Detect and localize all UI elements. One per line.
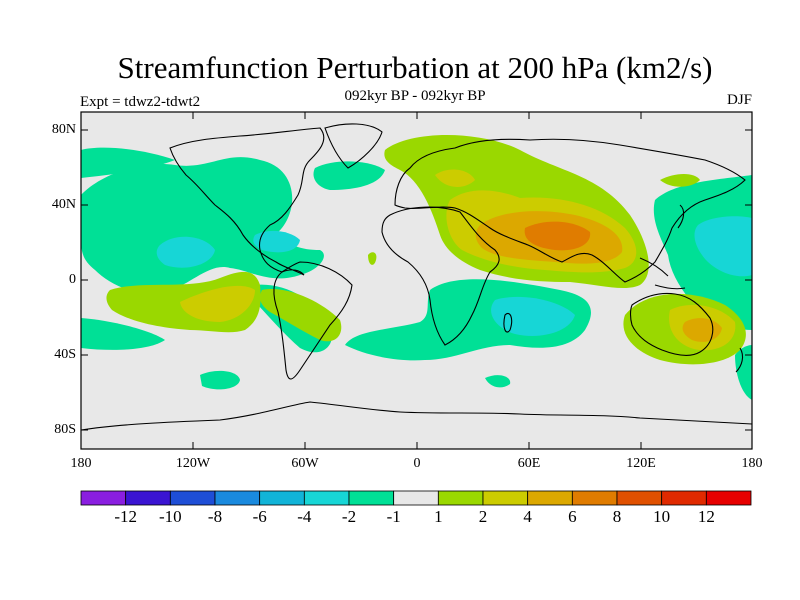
contour-core-neg-pacific bbox=[156, 236, 215, 268]
coastline-layer bbox=[81, 123, 752, 431]
contour-core-neg-indian-ocean bbox=[491, 296, 575, 336]
contour-region-neg-south-atlantic-small bbox=[485, 375, 511, 388]
lat-label-0: 0 bbox=[69, 272, 76, 287]
coastline-south-america bbox=[273, 261, 353, 380]
colorbar-swatch bbox=[214, 490, 261, 506]
contour-region-neg-south-pacific bbox=[81, 318, 165, 350]
colorbar-swatch bbox=[393, 490, 439, 506]
colorbar-label: 4 bbox=[523, 507, 532, 526]
colorbar-label: 1 bbox=[434, 507, 443, 526]
colorbar-label: -10 bbox=[158, 507, 182, 526]
lat-label-40n: 40N bbox=[51, 197, 76, 212]
lat-label-80n: 80N bbox=[51, 122, 76, 137]
colorbar-label: -6 bbox=[252, 507, 267, 526]
colorbar-swatch bbox=[705, 490, 752, 506]
colorbar-label: 8 bbox=[612, 507, 622, 526]
colorbar-swatch bbox=[80, 490, 127, 506]
chart-title: Streamfunction Perturbation at 200 hPa (… bbox=[117, 50, 713, 85]
contour-core-pos-north-europe bbox=[435, 169, 475, 187]
lon-label-180w: 180 bbox=[70, 456, 92, 471]
coastline-greenland bbox=[324, 123, 383, 169]
lon-ticks bbox=[192, 112, 642, 449]
lon-label-60w: 60W bbox=[291, 456, 319, 471]
chart-subtitle: 092kyr BP - 092kyr BP bbox=[344, 88, 486, 104]
contour-region-neg-southern-ocean bbox=[735, 345, 752, 400]
colorbar-swatch bbox=[661, 490, 707, 506]
lat-label-40s: 40S bbox=[54, 347, 76, 362]
colorbar-label: 6 bbox=[568, 507, 577, 526]
colorbar-swatch bbox=[348, 490, 395, 506]
coastline-madagascar bbox=[503, 312, 513, 333]
colorbar-swatch bbox=[259, 490, 305, 506]
lon-label-60e: 60E bbox=[517, 456, 541, 471]
colorbar-swatch bbox=[125, 490, 171, 506]
colorbar-swatch bbox=[437, 490, 484, 506]
lon-label-120w: 120W bbox=[175, 456, 211, 471]
coastline-maritime-islands bbox=[639, 257, 686, 290]
colorbar-swatch bbox=[616, 490, 663, 506]
colorbar-label: -4 bbox=[297, 507, 312, 526]
lon-label-0: 0 bbox=[413, 456, 421, 471]
colorbar-label: 10 bbox=[653, 507, 671, 526]
contour-region-pos-arctic bbox=[660, 174, 700, 187]
season-label: DJF bbox=[726, 92, 752, 108]
colorbar-swatch bbox=[527, 490, 573, 506]
colorbar-label: -2 bbox=[341, 507, 357, 526]
contour-region-pos-west-africa bbox=[368, 252, 377, 265]
lon-label-120e: 120E bbox=[626, 456, 656, 471]
colorbar-label: -12 bbox=[114, 507, 137, 526]
contour-region-neg-north-atlantic bbox=[313, 161, 385, 190]
colorbar-label: 12 bbox=[697, 507, 715, 526]
colorbar-swatch bbox=[571, 490, 618, 506]
experiment-label: Expt = tdwz2-tdwt2 bbox=[80, 94, 201, 110]
colorbar-swatch bbox=[303, 490, 350, 506]
contour-core-neg-pacific-west bbox=[694, 216, 752, 277]
coastline-eurasia bbox=[394, 138, 746, 283]
coastline-north-america bbox=[169, 127, 325, 276]
coastline-africa bbox=[381, 206, 500, 346]
colorbar-swatch bbox=[482, 490, 529, 506]
lon-label-180e: 180 bbox=[741, 456, 763, 471]
lat-ticks bbox=[81, 129, 752, 431]
contour-core-neg-caribbean bbox=[253, 230, 300, 253]
lat-label-80s: 80S bbox=[54, 422, 76, 437]
coastline-new-zealand bbox=[735, 347, 744, 373]
colorbar-label: 2 bbox=[478, 507, 488, 526]
contour-region-neg-north-pacific-edge bbox=[81, 147, 175, 178]
contour-region-neg-south-pacific-small bbox=[200, 370, 240, 390]
contour-region-pos-south-america bbox=[260, 289, 342, 342]
colorbar-swatch bbox=[169, 490, 216, 506]
coastline-antarctica bbox=[81, 401, 752, 431]
colorbar bbox=[80, 490, 752, 506]
colorbar-label: -8 bbox=[207, 507, 223, 526]
coastline-japan bbox=[677, 204, 685, 229]
colorbar-label: -1 bbox=[386, 507, 401, 526]
contour-peak-pos-india bbox=[524, 221, 591, 251]
contour-core-pos-pacific-south bbox=[180, 285, 255, 322]
coastline-australia bbox=[629, 292, 714, 356]
